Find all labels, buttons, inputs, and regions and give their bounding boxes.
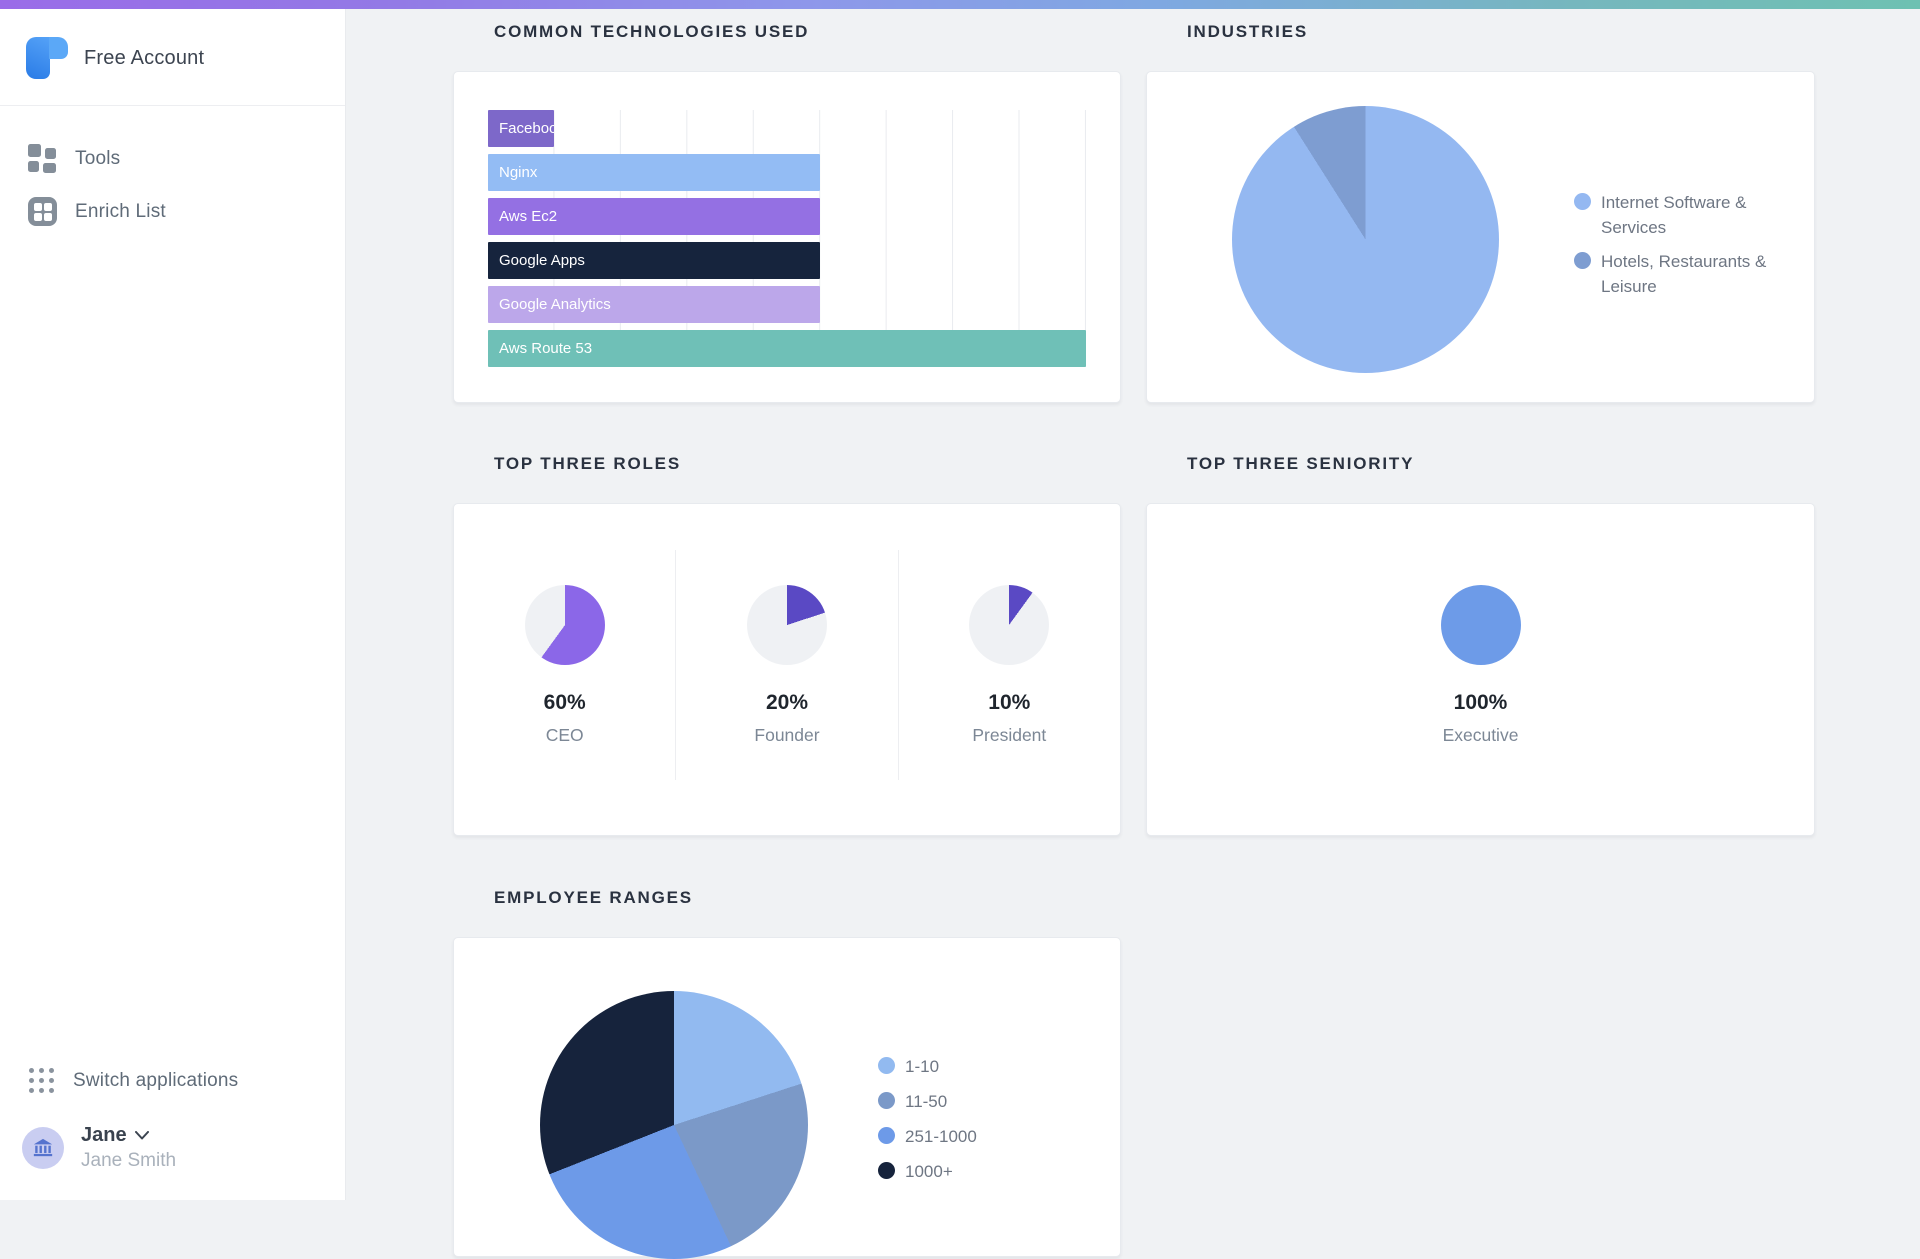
sidebar: Free Account Tools Enrich List Switch ap… <box>0 9 346 1200</box>
section-title: COMMON TECHNOLOGIES USED <box>494 22 810 41</box>
section-common-technologies: COMMON TECHNOLOGIES USED Facebook Nginx Aw… <box>453 22 1121 403</box>
chevron-down-icon <box>134 1131 149 1140</box>
sidebar-item-label: Tools <box>75 147 121 169</box>
legend-dot <box>878 1162 895 1179</box>
bar-label: Nginx <box>499 164 538 181</box>
pie-segment-label: CEO <box>545 725 584 745</box>
pie-segment-founder: 20% Founder <box>675 550 897 780</box>
section-title: TOP THREE ROLES <box>494 454 681 473</box>
pie-chart <box>969 585 1050 665</box>
percentage-value: 100% <box>1453 691 1508 714</box>
legend-item: Internet Software & Services <box>1574 190 1784 240</box>
section-industries: INDUSTRIES Internet Software & Services H… <box>1146 22 1815 403</box>
user-name: Jane <box>81 1124 127 1146</box>
seniority-pie-group: 100% Executive <box>1147 550 1814 780</box>
bar-label: Google Analytics <box>499 296 611 313</box>
roles-pie-group: 60% CEO 20% Founder 10% President <box>454 550 1120 780</box>
legend-label: 1-10 <box>905 1057 940 1076</box>
switch-applications-label: Switch applications <box>73 1069 239 1091</box>
legend-dot <box>878 1057 895 1074</box>
percentage-value: 60% <box>543 691 586 714</box>
user-info: Jane Jane Smith <box>81 1124 176 1172</box>
section-top-three-seniority: TOP THREE SENIORITY 100% Executive <box>1146 454 1815 836</box>
percentage-value: 20% <box>765 691 808 714</box>
switch-applications-button[interactable]: Switch applications <box>0 1055 345 1106</box>
user-menu-trigger[interactable]: Jane <box>81 1124 176 1147</box>
app-logo-icon <box>26 37 68 79</box>
technologies-bar-chart-card: Facebook Nginx Aws Ec2 Google Apps Google An… <box>453 71 1121 403</box>
bar-google-apps: Google Apps <box>488 242 821 279</box>
bar-facebook: Facebook <box>488 110 555 147</box>
legend-label: 1000+ <box>905 1162 953 1181</box>
pie-segment-label: Founder <box>754 725 820 745</box>
bar-google-analytics: Google Analytics <box>488 286 821 323</box>
industries-pie-chart <box>1232 106 1499 373</box>
legend-item: Hotels, Restaurants & Leisure <box>1574 249 1784 299</box>
pie-chart <box>1440 585 1521 665</box>
employee-ranges-pie-chart <box>540 991 808 1259</box>
legend-label: Internet Software & Services <box>1601 193 1747 237</box>
seniority-card: 100% Executive <box>1146 503 1815 836</box>
section-title: INDUSTRIES <box>1187 22 1308 41</box>
apps-grid-icon <box>28 1067 55 1094</box>
bar-nginx: Nginx <box>488 154 821 191</box>
bar-aws-route-53: Aws Route 53 <box>488 330 1086 367</box>
section-title: EMPLOYEE RANGES <box>494 888 693 907</box>
avatar[interactable] <box>22 1127 64 1169</box>
user-section: Jane Jane Smith <box>0 1106 345 1172</box>
tools-icon <box>28 144 57 173</box>
sidebar-footer: Switch applications Jane <box>0 1055 345 1172</box>
bar-aws-ec2: Aws Ec2 <box>488 198 821 235</box>
enrich-list-icon <box>28 197 57 226</box>
pie-segment-president: 10% President <box>897 550 1120 780</box>
dashboard-main: COMMON TECHNOLOGIES USED Facebook Nginx Aw… <box>347 9 1920 1259</box>
sidebar-item-tools[interactable]: Tools <box>0 132 345 185</box>
legend-item: 11-50 <box>878 1089 977 1114</box>
pie-segment-ceo: 60% CEO <box>454 550 675 780</box>
legend-dot <box>878 1092 895 1109</box>
pie-segment-label: Executive <box>1442 725 1519 745</box>
section-top-three-roles: TOP THREE ROLES 60% CEO 20% Founder 10% Presi… <box>453 454 1121 836</box>
bank-icon <box>33 1138 53 1157</box>
pie-segment-executive: 100% Executive <box>1147 550 1814 780</box>
legend-dot <box>1574 193 1591 210</box>
employee-ranges-pie-card: 1-10 11-50 251-1000 1000+ <box>453 937 1121 1259</box>
sidebar-nav: Tools Enrich List <box>0 106 345 238</box>
user-fullname: Jane Smith <box>81 1150 177 1171</box>
legend-label: Hotels, Restaurants & Leisure <box>1601 252 1767 296</box>
bar-label: Aws Route 53 <box>499 340 593 357</box>
legend-item: 251-1000 <box>878 1124 977 1149</box>
legend-item: 1000+ <box>878 1159 977 1184</box>
section-title: TOP THREE SENIORITY <box>1187 454 1415 473</box>
pie-chart <box>746 585 827 665</box>
bar-label: Facebook <box>499 120 555 137</box>
section-employee-ranges: EMPLOYEE RANGES 1-10 11-50 251-1000 1000+ <box>453 888 1121 1259</box>
legend-label: 11-50 <box>905 1092 948 1111</box>
employee-ranges-legend: 1-10 11-50 251-1000 1000+ <box>878 1054 977 1184</box>
pie-chart <box>524 585 605 665</box>
legend-dot <box>1574 252 1591 269</box>
account-label: Free Account <box>84 46 205 69</box>
bar-chart: Facebook Nginx Aws Ec2 Google Apps Google An… <box>488 110 1086 367</box>
account-header[interactable]: Free Account <box>0 9 345 106</box>
bar-label: Aws Ec2 <box>499 208 558 225</box>
percentage-value: 10% <box>988 691 1031 714</box>
industries-pie-card: Internet Software & Services Hotels, Rest… <box>1146 71 1815 403</box>
legend-item: 1-10 <box>878 1054 977 1079</box>
top-gradient-bar <box>0 0 1920 9</box>
industries-legend: Internet Software & Services Hotels, Rest… <box>1574 190 1784 299</box>
sidebar-item-label: Enrich List <box>75 200 166 222</box>
sidebar-item-enrich-list[interactable]: Enrich List <box>0 185 345 238</box>
legend-dot <box>878 1127 895 1144</box>
roles-card: 60% CEO 20% Founder 10% President <box>453 503 1121 836</box>
bar-label: Google Apps <box>499 252 585 269</box>
pie-segment-label: President <box>972 725 1047 745</box>
legend-label: 251-1000 <box>905 1127 977 1146</box>
